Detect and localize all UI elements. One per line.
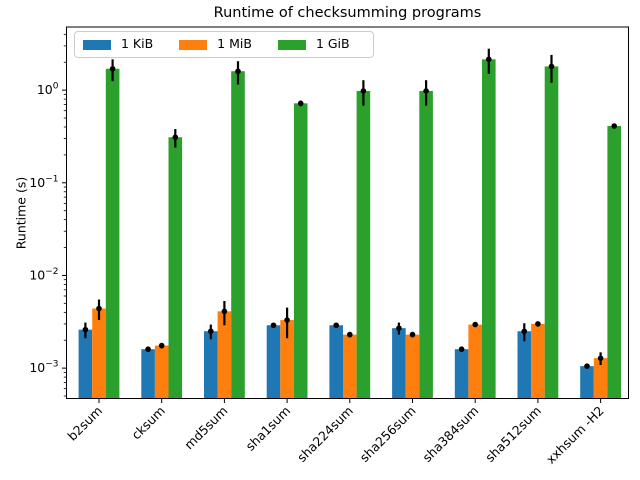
- error-dot: [409, 331, 416, 338]
- legend: 1 KiB 1 MiB 1 GiB: [74, 31, 374, 58]
- error-dot: [208, 328, 214, 335]
- legend-label-1gib: 1 GiB: [315, 36, 350, 52]
- error-dot: [297, 100, 304, 107]
- bar-sha384sum-1MiB: [468, 324, 482, 399]
- bar-xxhsum -H2-1KiB: [580, 366, 594, 399]
- bar-md5sum-1MiB: [217, 311, 232, 399]
- legend-swatch-1gib: [277, 39, 306, 50]
- error-dot: [486, 56, 492, 63]
- error-dot: [221, 308, 228, 315]
- error-dot: [158, 342, 165, 349]
- bar-sha256sum-1GiB: [419, 90, 433, 399]
- bar-sha224sum-1KiB: [329, 325, 343, 399]
- error-dot: [548, 63, 555, 70]
- legend-label-1kib: 1 KiB: [121, 36, 154, 52]
- error-dot: [472, 321, 479, 328]
- legend-item-1kib: 1 KiB: [83, 38, 153, 51]
- bar-sha1sum-1MiB: [280, 320, 294, 399]
- bar-cksum-1GiB: [168, 137, 183, 399]
- error-dot: [597, 355, 604, 361]
- error-dot: [333, 322, 340, 329]
- bar-cksum-1KiB: [141, 349, 155, 399]
- bar-sha1sum-1GiB: [293, 103, 308, 399]
- error-dot: [535, 321, 541, 327]
- error-dot: [172, 134, 179, 141]
- x-tick-label-sha1sum: sha1sum: [243, 403, 294, 454]
- legend-swatch-1kib: [83, 39, 111, 50]
- error-dot: [423, 88, 429, 94]
- bar-xxhsum -H2-1GiB: [607, 126, 621, 399]
- bar-sha512sum-1KiB: [517, 331, 532, 399]
- error-dot: [584, 363, 590, 369]
- x-tick-label-sha256sum: sha256sum: [357, 403, 419, 465]
- bar-sha1sum-1KiB: [266, 325, 281, 399]
- y-tick-label: 100: [37, 82, 59, 98]
- x-tick-label-sha384sum: sha384sum: [419, 403, 481, 465]
- legend-label-1mib: 1 MiB: [217, 36, 252, 52]
- error-dot: [521, 328, 528, 335]
- legend-item-1gib: 1 GiB: [277, 36, 350, 52]
- error-dot: [145, 346, 151, 353]
- chart-title: Runtime of checksumming programs: [213, 5, 482, 21]
- x-tick-label-sha224sum: sha224sum: [294, 403, 356, 465]
- bar-b2sum-1MiB: [92, 308, 106, 399]
- error-dot: [396, 325, 402, 331]
- legend-swatch-1mib: [179, 39, 208, 50]
- bar-sha512sum-1GiB: [544, 66, 559, 399]
- bar-md5sum-1GiB: [231, 71, 245, 399]
- bar-sha224sum-1MiB: [343, 334, 357, 399]
- error-dot: [82, 326, 89, 333]
- bar-sha384sum-1GiB: [482, 59, 496, 399]
- bar-b2sum-1GiB: [105, 68, 120, 399]
- x-tick-label-sha512sum: sha512sum: [482, 403, 544, 465]
- y-tick-label: 10−2: [29, 267, 58, 283]
- bar-sha512sum-1MiB: [531, 323, 545, 399]
- x-tick-label-md5sum: md5sum: [181, 403, 230, 452]
- error-dot: [235, 68, 241, 75]
- error-dot: [347, 331, 353, 338]
- bar-sha256sum-1MiB: [405, 334, 420, 399]
- bar-sha224sum-1GiB: [356, 90, 371, 399]
- y-tick-label: 10−3: [29, 360, 58, 376]
- error-dot: [109, 65, 116, 72]
- bar-cksum-1MiB: [154, 345, 169, 399]
- legend-item-1mib: 1 MiB: [179, 38, 252, 51]
- bar-md5sum-1KiB: [204, 331, 218, 399]
- error-dot: [284, 317, 290, 323]
- y-tick-label: 10−1: [29, 174, 58, 190]
- bar-b2sum-1KiB: [78, 329, 93, 399]
- error-dot: [270, 322, 277, 329]
- bar-sha256sum-1KiB: [392, 328, 406, 399]
- x-tick-label-xxhsum-H2: xxhsum -H2: [543, 403, 607, 467]
- axes-spines: [66, 26, 629, 399]
- error-dot: [611, 123, 617, 129]
- x-tick-label-b2sum: b2sum: [64, 403, 105, 444]
- bar-xxhsum -H2-1MiB: [593, 358, 608, 399]
- error-dot: [96, 305, 102, 312]
- x-tick-label-cksum: cksum: [128, 403, 167, 442]
- error-dot: [360, 88, 367, 94]
- bar-sha384sum-1KiB: [454, 349, 469, 399]
- error-dot: [458, 346, 465, 353]
